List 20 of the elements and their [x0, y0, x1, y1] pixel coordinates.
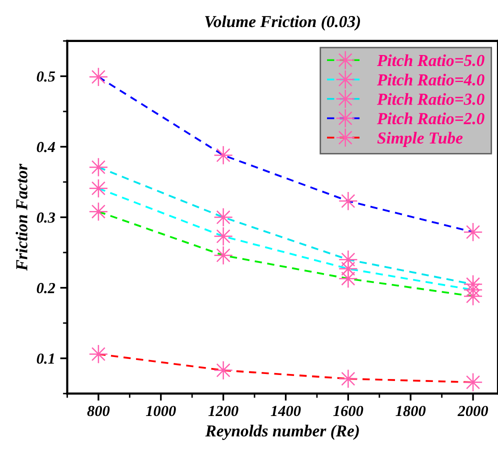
- y-axis-title: Friction Factor: [16, 164, 28, 271]
- x-tick-label: 1600: [333, 406, 364, 416]
- x-tick-label: 800: [87, 406, 110, 416]
- y-tick-label: 0.1: [36, 353, 54, 364]
- y-tick-label: 0.4: [36, 142, 55, 152]
- x-tick-label: 1400: [270, 406, 301, 416]
- y-tick-label: 0.2: [36, 282, 56, 294]
- x-tick-label: 1800: [396, 406, 426, 416]
- legend-label: Simple Tube: [377, 132, 463, 148]
- legend-label: Pitch Ratio=3.0: [377, 93, 484, 105]
- y-tick-label: 0.5: [36, 71, 56, 82]
- x-axis-title: Reynolds number (Re): [205, 424, 359, 440]
- x-tick-label: 2000: [458, 406, 488, 416]
- legend-label: Pitch Ratio=2.0: [377, 112, 484, 124]
- y-tick-label: 0.3: [36, 212, 56, 223]
- x-tick-label: 1200: [208, 406, 238, 416]
- legend-label: Pitch Ratio=4.0: [377, 74, 484, 86]
- x-tick-label: 1000: [146, 406, 176, 416]
- chart-title: Volume Friction (0.03): [205, 15, 360, 31]
- legend-label: Pitch Ratio=5.0: [377, 54, 484, 66]
